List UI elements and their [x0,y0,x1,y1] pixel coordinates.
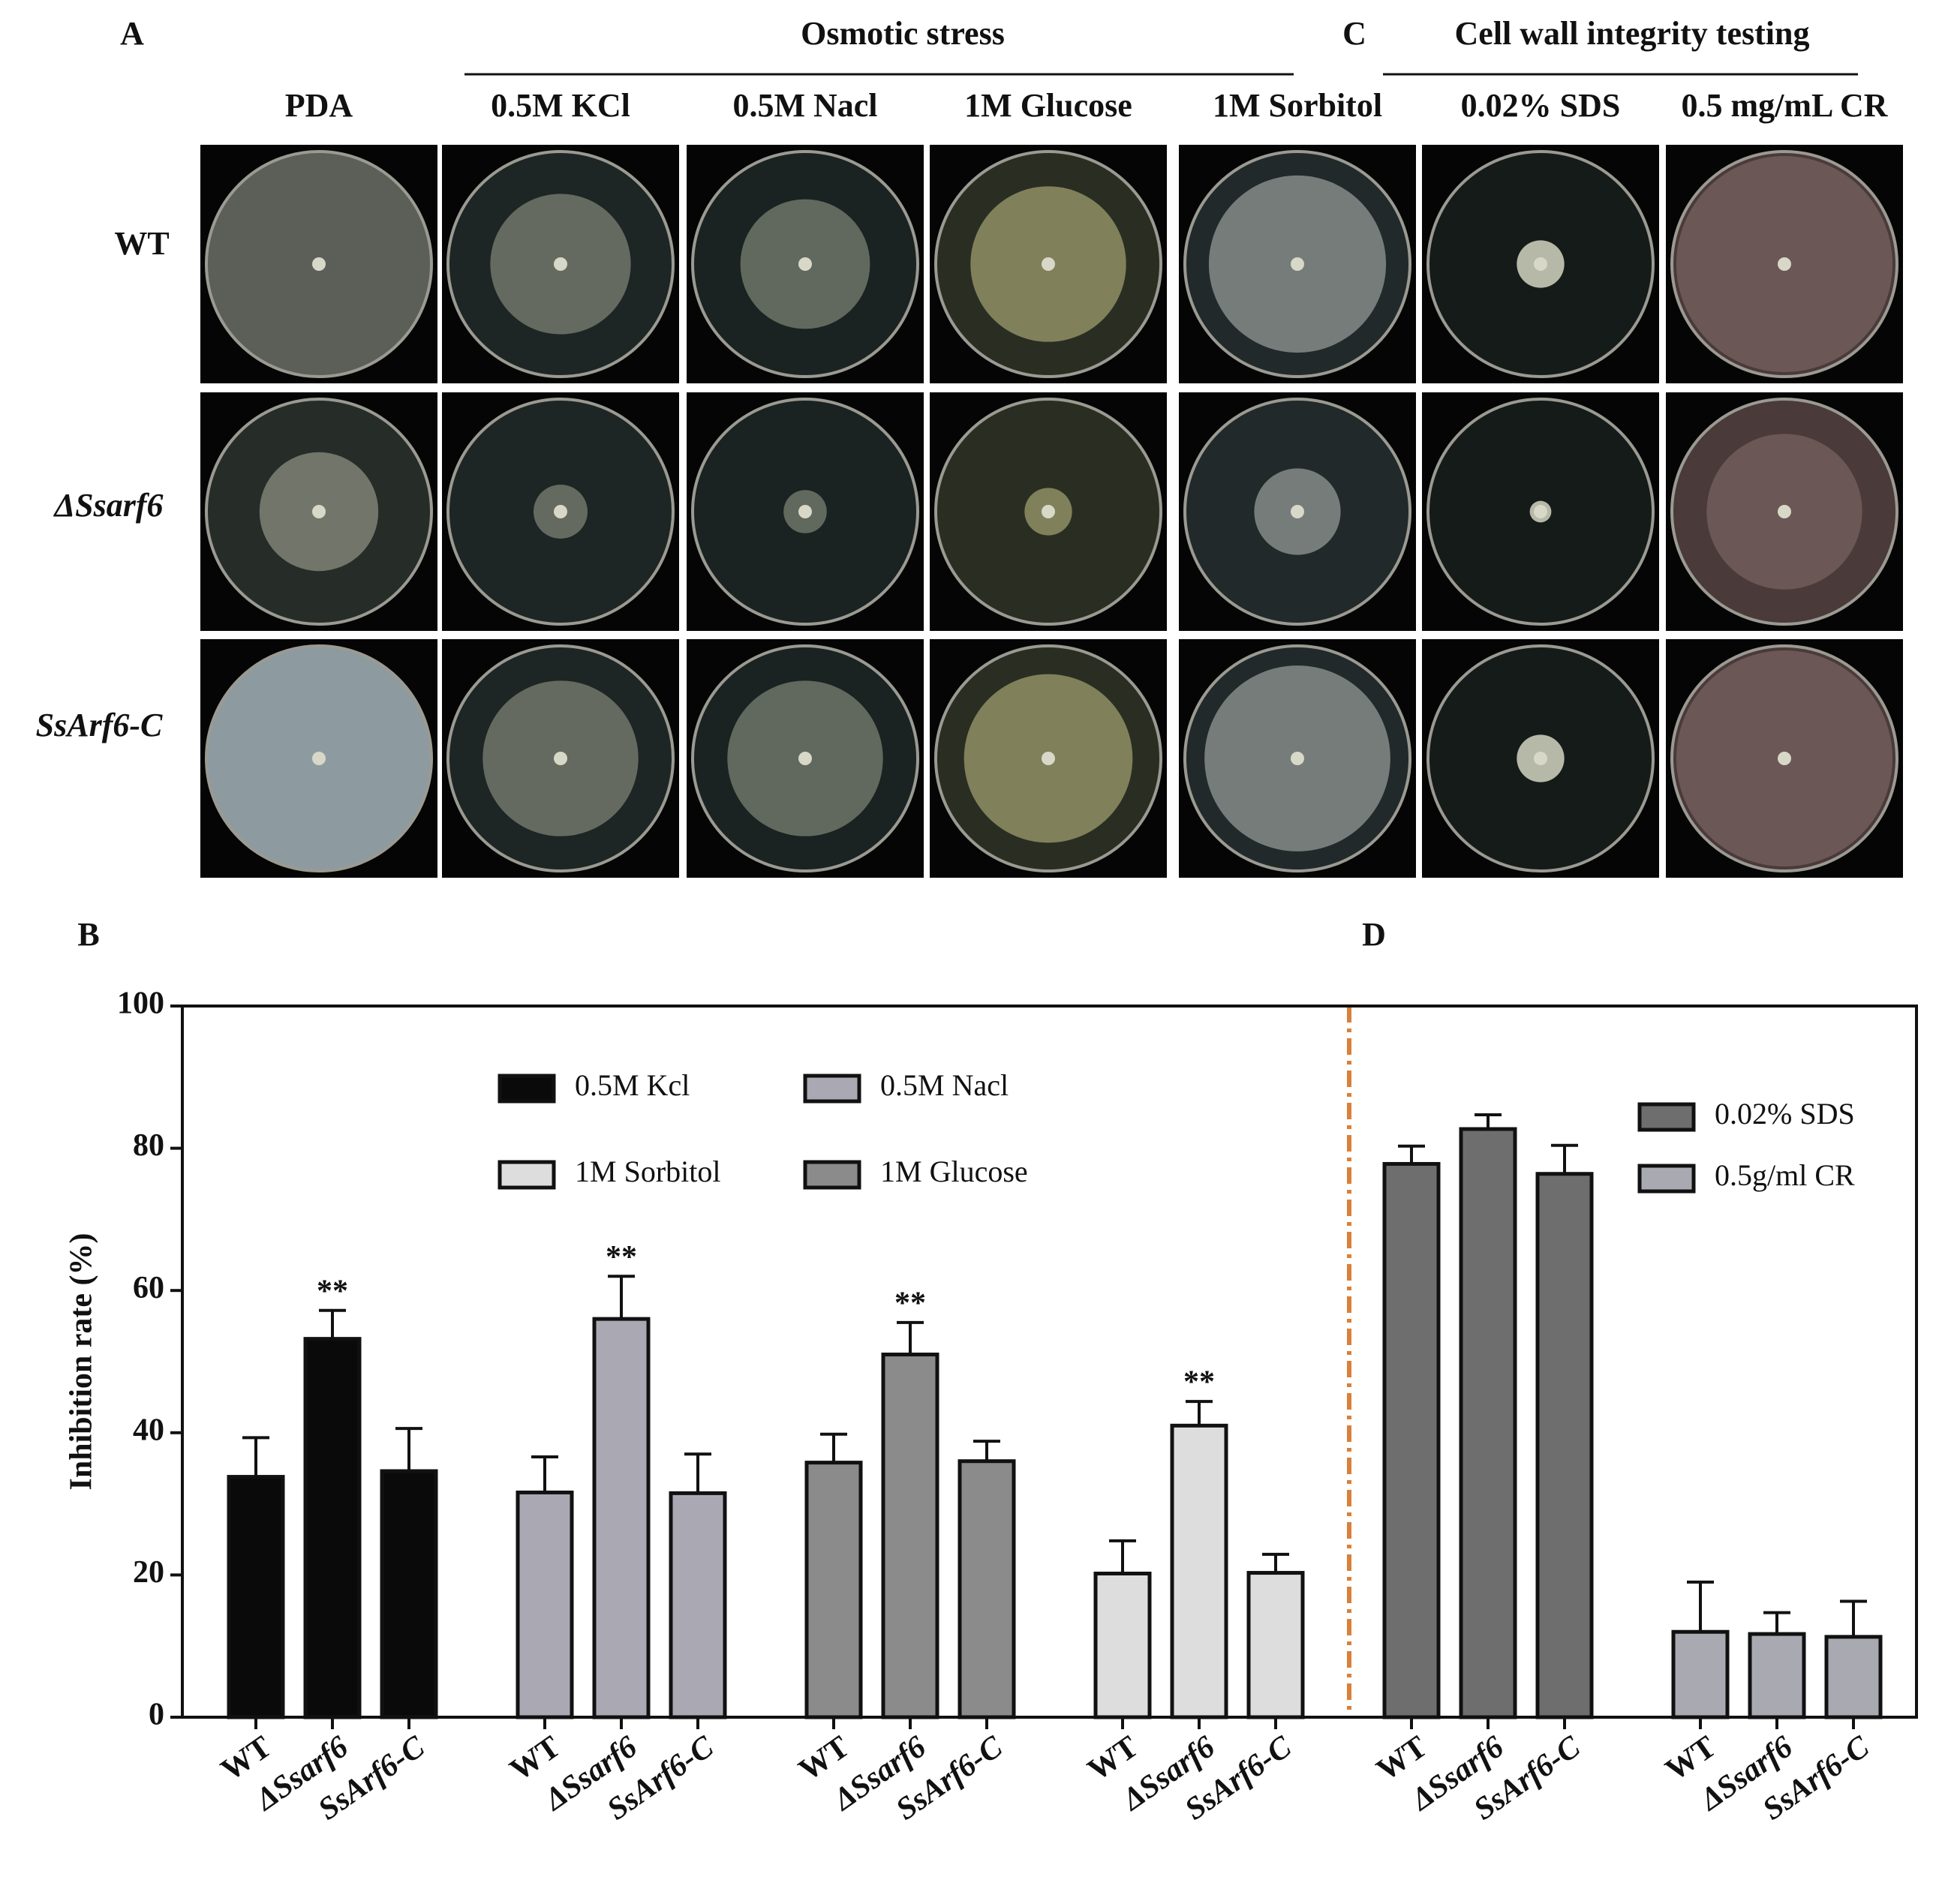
legend-label: 0.5g/ml CR [1715,1158,1855,1192]
inoculum [312,257,326,271]
group-header: Osmotic stress [801,15,1005,52]
significance: ** [894,1287,926,1321]
column-header: 0.02% SDS [1461,87,1621,124]
y-tick-label: 0 [149,1698,164,1732]
bar [1459,1127,1517,1719]
significance: ** [317,1274,348,1308]
bar [804,1461,863,1719]
panel-label: A [120,15,144,52]
legend-swatch [803,1074,861,1104]
bar [1824,1635,1883,1719]
column-header: 0.5 mg/mL CR [1682,87,1889,124]
legend-swatch [498,1074,556,1104]
significance: ** [1183,1365,1215,1400]
inoculum [554,257,567,271]
panel-label: D [1362,916,1386,953]
column-header: 1M Glucose [964,87,1132,124]
bar [1093,1572,1152,1719]
plot-frame [181,1005,1918,1719]
inoculum [1778,505,1791,518]
bar [1382,1161,1441,1719]
bar [669,1491,727,1719]
inoculum [554,505,567,518]
legend-label: 1M Glucose [880,1155,1028,1188]
bar [1748,1632,1806,1719]
y-tick-label: 40 [133,1413,164,1447]
bar [1535,1172,1594,1719]
inoculum [1534,505,1547,518]
y-axis-label: Inhibition rate (%) [65,1233,99,1490]
bar [1671,1629,1730,1719]
legend-label: 1M Sorbitol [575,1155,720,1188]
inoculum [1534,752,1547,765]
y-tick-label: 60 [133,1271,164,1305]
column-header: 1M Sorbitol [1213,87,1382,124]
inoculum [1291,752,1304,765]
y-tick-label: 80 [133,1128,164,1163]
inoculum [1291,257,1304,271]
column-header: PDA [285,87,353,124]
bar [1246,1571,1305,1719]
legend-swatch [1637,1164,1696,1194]
legend-swatch [803,1160,861,1190]
y-tick-label: 100 [117,987,164,1021]
panel-label: C [1342,15,1366,52]
row-label: SsArf6-C [36,707,163,743]
bar [303,1337,362,1719]
significance: ** [606,1240,637,1275]
bar [1170,1423,1228,1719]
inoculum [798,257,812,271]
inoculum [1534,257,1547,271]
bar [592,1317,651,1719]
group-header: Cell wall integrity testing [1455,15,1810,52]
inoculum [798,505,812,518]
inoculum [1778,752,1791,765]
inoculum [312,752,326,765]
bar [380,1469,438,1719]
legend-swatch [1637,1102,1696,1132]
inoculum [554,752,567,765]
legend-label: 0.5M Kcl [575,1068,690,1102]
legend-label: 0.5M Nacl [880,1068,1009,1102]
inoculum [1042,505,1055,518]
inoculum [1042,257,1055,271]
inoculum [312,505,326,518]
bar [957,1459,1016,1719]
bar [516,1490,574,1719]
column-header: 0.5M Nacl [732,87,877,124]
panel-label: B [77,916,99,953]
inoculum [798,752,812,765]
legend-label: 0.02% SDS [1715,1097,1855,1131]
y-tick-label: 20 [133,1555,164,1590]
row-label: ΔSsarf6 [53,487,164,524]
bar [227,1475,285,1719]
inoculum [1291,505,1304,518]
row-label: WT [114,225,169,262]
legend-swatch [498,1160,556,1190]
inoculum [1778,257,1791,271]
bar [881,1353,939,1719]
column-header: 0.5M KCl [491,87,630,124]
inoculum [1042,752,1055,765]
